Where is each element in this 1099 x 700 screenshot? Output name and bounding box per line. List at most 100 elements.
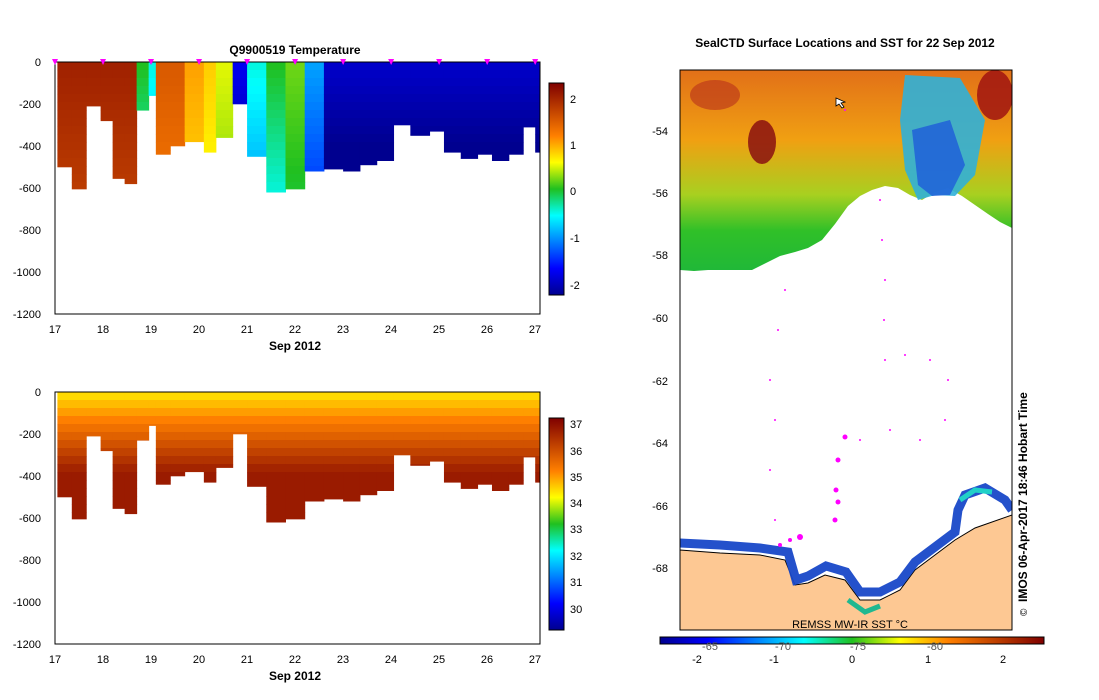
salinity-cell [112,456,126,465]
salinity-cell [247,440,267,449]
temperature-cell [508,94,524,103]
temperature-cell [376,158,395,161]
lat-tick-label: -64 [652,438,668,450]
temperature-cell [155,150,171,155]
salinity-cell [112,480,126,489]
salinity-cell [443,456,462,465]
temperature-cell [359,78,378,87]
y-tick-label: 0 [35,387,41,399]
profile-marker [292,59,299,65]
salinity-cell [304,480,325,489]
temperature-cell [491,62,510,71]
temperature-section [57,62,541,193]
salinity-cell [491,392,510,401]
temperature-cell [477,62,493,71]
temperature-cell [376,62,395,71]
temperature-cell [112,166,126,175]
temperature-cell [124,126,138,135]
salinity-cell [460,440,479,449]
temperature-cell [155,118,171,127]
track-point [832,517,838,523]
salinity-cell [71,464,87,473]
salinity-cell [359,424,378,433]
track-point [944,419,946,421]
salinity-cell [71,488,87,497]
track-point [879,199,881,201]
temperature-cell [491,126,510,135]
temperature-cell [266,110,286,119]
temperature-cell [343,166,361,172]
salinity-cell [304,440,325,449]
salinity-cell [285,392,306,401]
temperature-cell [304,134,325,143]
temperature-cell [266,78,286,87]
colorbar-tick-label: 0 [570,186,576,198]
temperature-cell [57,150,73,159]
salinity-cell [247,456,267,465]
salinity-cell [247,464,267,473]
temperature-cell [247,62,267,71]
temperature-cell [57,110,73,119]
salinity-cell [148,400,157,409]
salinity-cell [266,488,286,497]
salinity-cell [477,480,493,485]
salinity-cell [410,408,431,417]
temperature-cell [155,78,171,87]
temperature-cell [535,118,541,127]
salinity-cell [57,456,73,465]
temperature-cell [285,126,306,135]
y-tick-label: -200 [19,429,41,441]
y-tick-label: -1200 [13,309,41,321]
salinity-cell [443,424,462,433]
temperature-cell [359,134,378,143]
salinity-cell [170,440,186,449]
salinity-cell [343,488,361,497]
salinity-cell [477,440,493,449]
temperature-cell [535,102,541,111]
temperature-cell [148,78,157,87]
temperature-cell [323,70,344,79]
salinity-cell [71,456,87,465]
temperature-cell [535,78,541,87]
temperature-cell [57,102,73,111]
temperature-y-axis: 0 -200 -400 -600 -800 -1000 -1200 [13,57,41,321]
temperature-cell [323,118,344,127]
salinity-cell [71,432,87,441]
salinity-cell [477,400,493,409]
temperature-cell [215,86,234,95]
salinity-cell [304,408,325,417]
temperature-cell [170,142,186,147]
temperature-cell [323,102,344,111]
salinity-cell [86,408,102,417]
salinity-cell [323,440,344,449]
x-tick-label: 21 [241,324,253,336]
track-point [947,379,949,381]
temperature-cell [323,166,344,170]
temperature-cell [443,142,462,151]
salinity-cell [112,440,126,449]
salinity-cell [443,408,462,417]
salinity-cell [508,424,524,433]
temperature-cell [71,182,87,190]
temperature-cell [343,78,361,87]
temperature-cell [429,62,445,71]
salinity-cell [266,448,286,457]
temperature-cell [285,134,306,143]
temperature-cell [477,142,493,151]
salinity-cell [285,400,306,409]
salinity-cell [203,392,217,401]
temperature-cell [71,174,87,183]
temperature-cell [429,78,445,87]
temperature-cell [184,78,205,87]
temperature-cell [443,102,462,111]
salinity-cell [170,472,186,477]
seal-track [769,109,949,547]
temperature-cell [460,142,479,151]
salinity-cell [491,432,510,441]
temperature-cell [71,118,87,127]
temperature-cell [136,102,150,111]
salinity-cell [232,392,248,401]
profile-marker [484,59,491,65]
salinity-cell [247,472,267,481]
salinity-cell [460,424,479,433]
